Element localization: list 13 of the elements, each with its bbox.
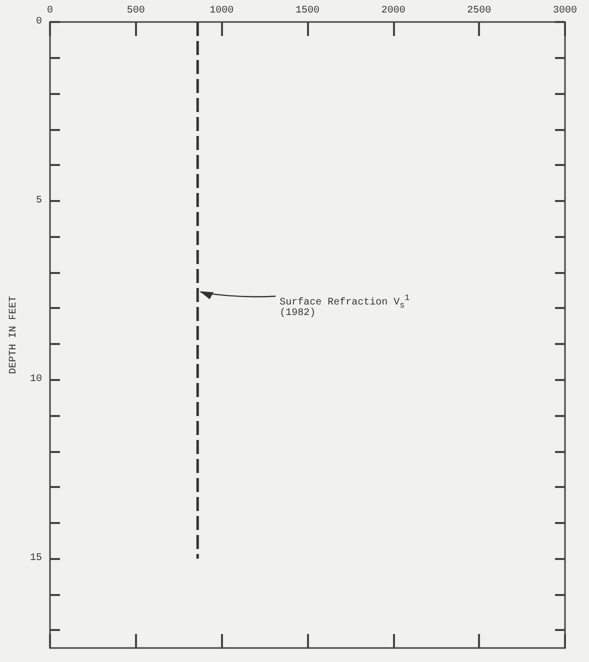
x-tick-label: 2000 xyxy=(381,6,406,16)
x-tick-label: 1500 xyxy=(295,6,320,16)
x-tick-label: 0 xyxy=(46,6,54,16)
x-tick-label: 1000 xyxy=(210,6,234,16)
y-tick-label: 15 xyxy=(30,553,42,564)
y-axis-title: DEPTH IN FEET xyxy=(8,296,20,374)
x-tick-label: 3000 xyxy=(552,6,578,16)
x-tick-label: 500 xyxy=(126,6,145,16)
y-tick-label: 5 xyxy=(36,195,42,206)
annotation: (1982) xyxy=(280,307,316,320)
y-tick-label: 0 xyxy=(36,16,42,28)
x-tick-label: 2500 xyxy=(467,6,492,16)
y-tick-label: 10 xyxy=(30,374,42,386)
